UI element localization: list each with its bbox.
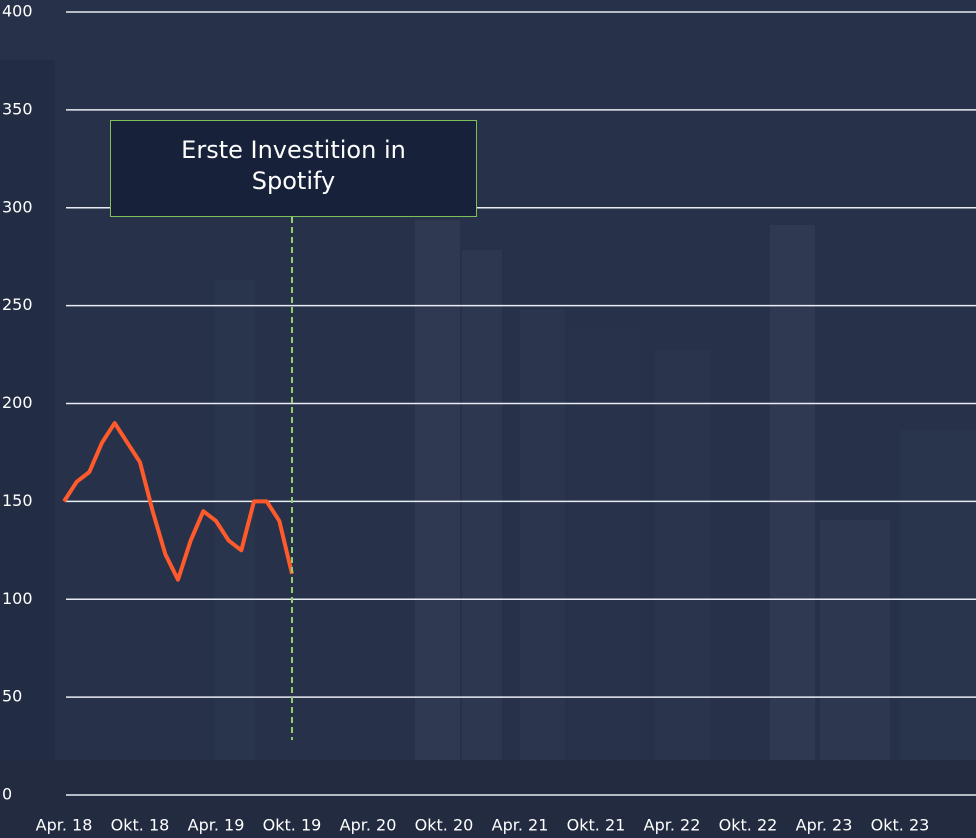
y-tick-label: 50 <box>2 687 22 706</box>
price-line <box>62 421 294 582</box>
x-tick-label: Apr. 23 <box>796 816 853 835</box>
x-tick-label: Apr. 20 <box>340 816 397 835</box>
city-background <box>0 60 976 838</box>
y-tick-label: 400 <box>2 2 33 21</box>
x-tick-label: Apr. 19 <box>188 816 245 835</box>
y-tick-label: 250 <box>2 295 33 314</box>
x-tick-label: Apr. 18 <box>36 816 93 835</box>
y-tick-label: 300 <box>2 197 33 216</box>
y-tick-label: 0 <box>2 785 12 804</box>
x-tick-label: Okt. 21 <box>567 816 626 835</box>
y-tick-label: 150 <box>2 491 33 510</box>
x-tick-label: Okt. 20 <box>415 816 474 835</box>
x-tick-label: Okt. 18 <box>111 816 170 835</box>
x-tick-label: Okt. 19 <box>263 816 322 835</box>
x-tick-label: Okt. 23 <box>871 816 930 835</box>
y-tick-label: 100 <box>2 589 33 608</box>
x-tick-label: Apr. 22 <box>644 816 701 835</box>
x-tick-label: Apr. 21 <box>492 816 549 835</box>
annotation: Erste Investition in Spotify <box>110 120 477 217</box>
x-tick-label: Okt. 22 <box>719 816 778 835</box>
y-tick-label: 350 <box>2 99 33 118</box>
y-tick-label: 200 <box>2 393 33 412</box>
